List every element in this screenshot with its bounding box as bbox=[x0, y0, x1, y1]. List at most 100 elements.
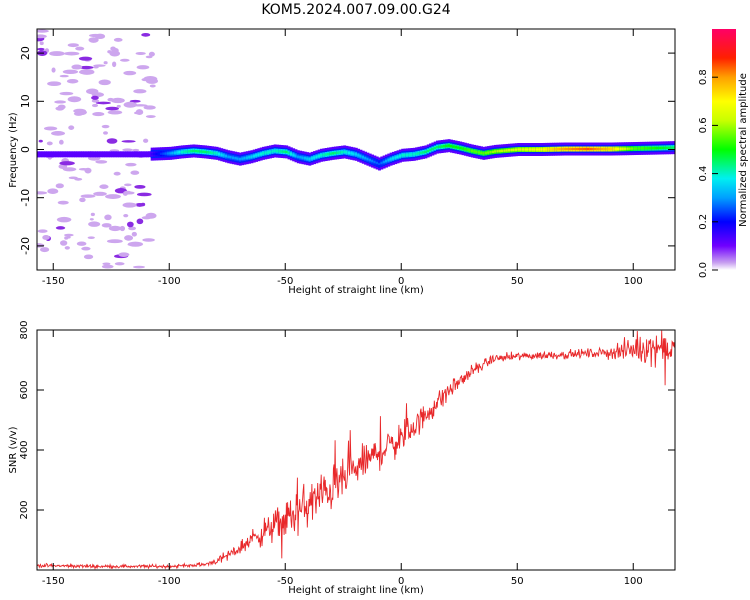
spectrogram-cell bbox=[141, 151, 145, 158]
spectrogram-cell bbox=[63, 51, 80, 56]
spectrogram-cell bbox=[128, 226, 136, 231]
spectrogram-cell bbox=[649, 146, 653, 150]
spectrogram-cell bbox=[278, 150, 282, 153]
spectrogram-cell bbox=[143, 138, 149, 143]
spectrogram-cell bbox=[630, 147, 634, 150]
spectrogram-cell bbox=[127, 241, 144, 247]
spectrogram-cell bbox=[501, 149, 504, 153]
spectrogram-cell bbox=[359, 155, 363, 158]
spectrogram-cell bbox=[459, 146, 463, 150]
spectrogram-cell bbox=[303, 156, 307, 160]
spectrogram-cell bbox=[600, 147, 604, 151]
spectrogram-cell bbox=[122, 151, 126, 158]
spectrogram-cell bbox=[507, 149, 511, 152]
spectrogram-cell bbox=[106, 138, 118, 144]
spectrogram-cell bbox=[64, 151, 68, 158]
spectrogram-cell bbox=[217, 152, 221, 156]
spectrogram-cell bbox=[327, 152, 330, 156]
spectrogram-cell bbox=[628, 147, 632, 150]
spectrogram-cell bbox=[53, 151, 57, 158]
spectrogram-cell bbox=[661, 146, 664, 150]
spectrogram-cell bbox=[78, 56, 93, 61]
spectrogram-cell bbox=[148, 151, 152, 158]
spectrogram-cell bbox=[285, 150, 289, 154]
spectrogram-cell bbox=[42, 234, 50, 240]
spectrogram-cell bbox=[519, 148, 523, 151]
spectrogram-cell bbox=[617, 147, 620, 151]
spectrogram-cell bbox=[438, 145, 442, 149]
spectrogram-cell bbox=[139, 151, 142, 158]
spectrogram-cell bbox=[487, 151, 490, 154]
spectrogram-cell bbox=[310, 157, 314, 160]
spectrogram-cell bbox=[81, 246, 91, 251]
spectrogram-cell bbox=[410, 153, 414, 156]
spectrogram-cell bbox=[194, 149, 198, 153]
spectrogram-cell bbox=[364, 156, 368, 160]
spectrogram-cell bbox=[470, 149, 474, 153]
snr-frame bbox=[36, 329, 676, 571]
spectrogram-cell bbox=[431, 147, 435, 151]
spectrogram-cell bbox=[361, 156, 365, 159]
spectrogram-cell bbox=[454, 145, 458, 149]
spectrogram-cell bbox=[95, 160, 108, 164]
spectrogram-cell bbox=[373, 160, 377, 164]
spectrogram-cell bbox=[122, 202, 137, 208]
snr-series-line bbox=[37, 330, 675, 570]
spectrogram-cell bbox=[412, 153, 416, 156]
spectrogram-cell bbox=[547, 148, 551, 151]
colorbar-tick-label: 0.4 bbox=[698, 166, 709, 182]
spectrogram-cell bbox=[123, 190, 132, 195]
spectrogram-cell bbox=[503, 149, 507, 152]
spectrogram-cell bbox=[598, 147, 602, 151]
spectrogram-cell bbox=[419, 151, 423, 155]
spectrogram-cell bbox=[401, 154, 405, 157]
spectrogram-cell bbox=[257, 153, 261, 156]
spectrogram-cell bbox=[275, 149, 279, 153]
spectrogram-cell bbox=[282, 150, 286, 153]
snr-axes: -150 -100 -50 0 50 100 200 400 600 800 bbox=[19, 320, 675, 587]
spectrogram-cell bbox=[466, 148, 470, 151]
spectrogram-cell bbox=[106, 151, 110, 158]
spectrogram-cell bbox=[113, 37, 123, 42]
spectrogram-cell bbox=[159, 152, 163, 155]
spectrogram-cell bbox=[589, 147, 593, 151]
spectrogram-cell bbox=[37, 151, 40, 158]
x-tick-label: -50 bbox=[277, 576, 293, 587]
spectrogram-cell bbox=[584, 147, 588, 151]
spectrogram-cell bbox=[39, 151, 43, 158]
spectrogram-cell bbox=[60, 151, 64, 158]
spectrogram-cell bbox=[352, 152, 356, 156]
figure-title: KOM5.2024.007.09.00.G24 bbox=[261, 2, 450, 18]
spectrogram-cell bbox=[199, 150, 203, 153]
spectrogram-cell bbox=[78, 65, 94, 70]
spectrogram-cell bbox=[610, 147, 613, 151]
spectrogram-cell bbox=[71, 151, 75, 158]
spectrogram-cell bbox=[572, 147, 576, 151]
y-tick-label: 400 bbox=[19, 440, 30, 459]
spectrogram-cell bbox=[563, 147, 567, 151]
spectrogram-cell bbox=[109, 50, 121, 57]
spectrogram-cell bbox=[66, 235, 71, 239]
spectrogram-cell bbox=[582, 147, 586, 151]
spectrogram-cell bbox=[49, 51, 65, 57]
spectrogram-cell bbox=[75, 46, 85, 51]
spectrogram-cell bbox=[83, 151, 87, 158]
spectrogram-cell bbox=[173, 151, 177, 154]
spectrogram-cell bbox=[213, 151, 217, 155]
spectrogram-cell bbox=[408, 153, 412, 156]
spectrogram-cell bbox=[136, 218, 144, 225]
spectrogram-cell bbox=[47, 81, 62, 87]
spectrogram-cell bbox=[668, 146, 671, 149]
spectrogram-cell bbox=[461, 147, 465, 150]
spectrogram-cell bbox=[79, 197, 86, 203]
spectrogram-cell bbox=[90, 151, 94, 158]
spectrogram-cell bbox=[241, 157, 245, 160]
spectrogram-cell bbox=[443, 145, 446, 148]
x-tick-label: -100 bbox=[158, 276, 181, 287]
spectrogram-cell bbox=[338, 151, 342, 154]
spectrogram-cell bbox=[220, 153, 224, 156]
spectrogram-cell bbox=[526, 148, 530, 151]
spectrogram-cell bbox=[136, 192, 152, 197]
spectrogram-cell bbox=[93, 65, 99, 69]
